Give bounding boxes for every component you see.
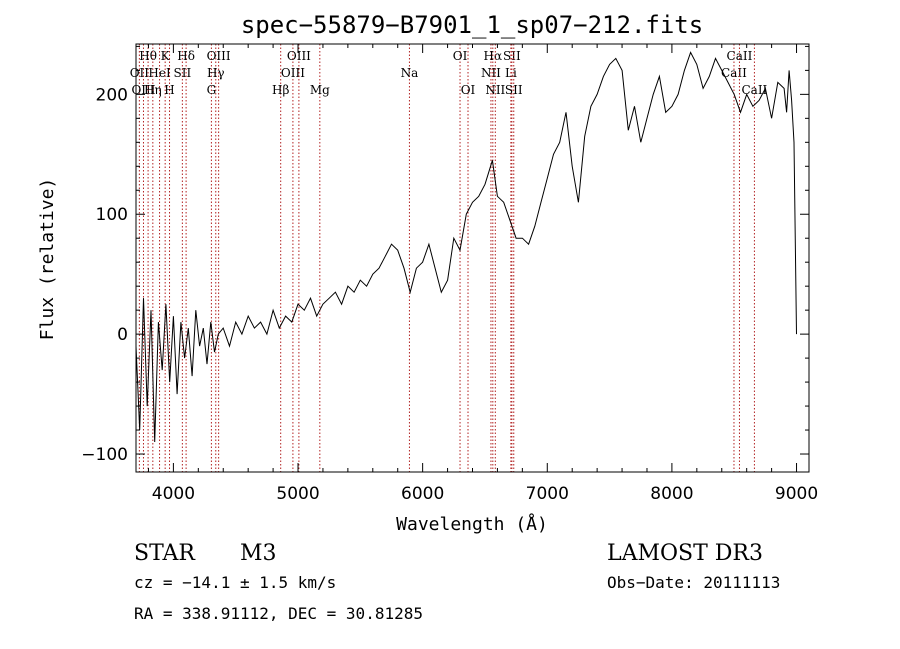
line-label-26: CaII (727, 49, 753, 63)
coordinates: RA = 338.91112, DEC = 30.81285 (134, 604, 423, 623)
plot-frame (135, 43, 810, 473)
line-label-8: Hδ (177, 49, 195, 63)
x-tick-label-1: 5000 (276, 484, 319, 504)
axis-ticks: 4000 5000 6000 7000 8000 9000 −100 0 100 200 (81, 44, 818, 504)
x-tick-label-3: 7000 (526, 484, 569, 504)
x-tick-label-5: 9000 (775, 484, 818, 504)
survey-name: LAMOST DR3 (607, 541, 763, 566)
line-label-27: CaII (741, 83, 767, 97)
y-tick-label-2: 100 (96, 205, 128, 225)
line-label-20: Hα (484, 49, 503, 63)
line-label-2: Hθ (139, 49, 157, 63)
flux-series-line (135, 51, 797, 443)
line-label-15: Mg (310, 83, 330, 97)
y-axis-label: Flux (relative) (37, 178, 58, 341)
line-label-24: SII (505, 83, 523, 97)
object-subclass: M3 (240, 541, 277, 566)
line-label-23: SII (503, 49, 521, 63)
line-label-17: OI (453, 49, 468, 63)
observation-date: Obs−Date: 20111113 (607, 573, 780, 592)
line-label-18: OI (461, 83, 476, 97)
line-label-5: K (161, 49, 171, 63)
y-tick-label-3: 200 (96, 85, 128, 105)
line-label-1: OIII (131, 83, 155, 97)
x-axis-label: Wavelength (Å) (396, 513, 548, 535)
object-class: STAR (134, 541, 196, 566)
line-label-13: OIII (281, 66, 305, 80)
line-label-6: H (164, 83, 174, 97)
x-tick-label-2: 6000 (401, 484, 444, 504)
line-label-25: CaII (721, 66, 747, 80)
emission-line-markers: OIIOIIIHθHηHeIKHSIIHδGHγOIIIHβOIIIOIIIMg… (130, 44, 768, 472)
line-label-16: Na (401, 66, 419, 80)
x-tick-label-4: 8000 (650, 484, 693, 504)
line-label-11: OIII (207, 49, 231, 63)
chart-title: spec−55879−B7901_1_sp07−212.fits (241, 11, 703, 39)
y-tick-label-1: 0 (117, 325, 128, 345)
line-label-19: NII (481, 66, 501, 80)
line-label-22: Li (505, 66, 517, 80)
line-label-3: Hη (144, 83, 162, 97)
x-tick-label-0: 4000 (152, 484, 195, 504)
line-label-21: NII (485, 83, 505, 97)
line-label-9: G (207, 83, 217, 97)
redshift-value: cz = −14.1 ± 1.5 km/s (134, 573, 336, 592)
line-label-0: OII (130, 66, 150, 80)
y-tick-label-0: −100 (81, 445, 128, 465)
line-label-4: HeI (148, 66, 171, 80)
line-label-14: OIII (287, 49, 311, 63)
line-label-7: SII (174, 66, 192, 80)
line-label-10: Hγ (207, 66, 225, 80)
line-label-12: Hβ (272, 83, 289, 97)
